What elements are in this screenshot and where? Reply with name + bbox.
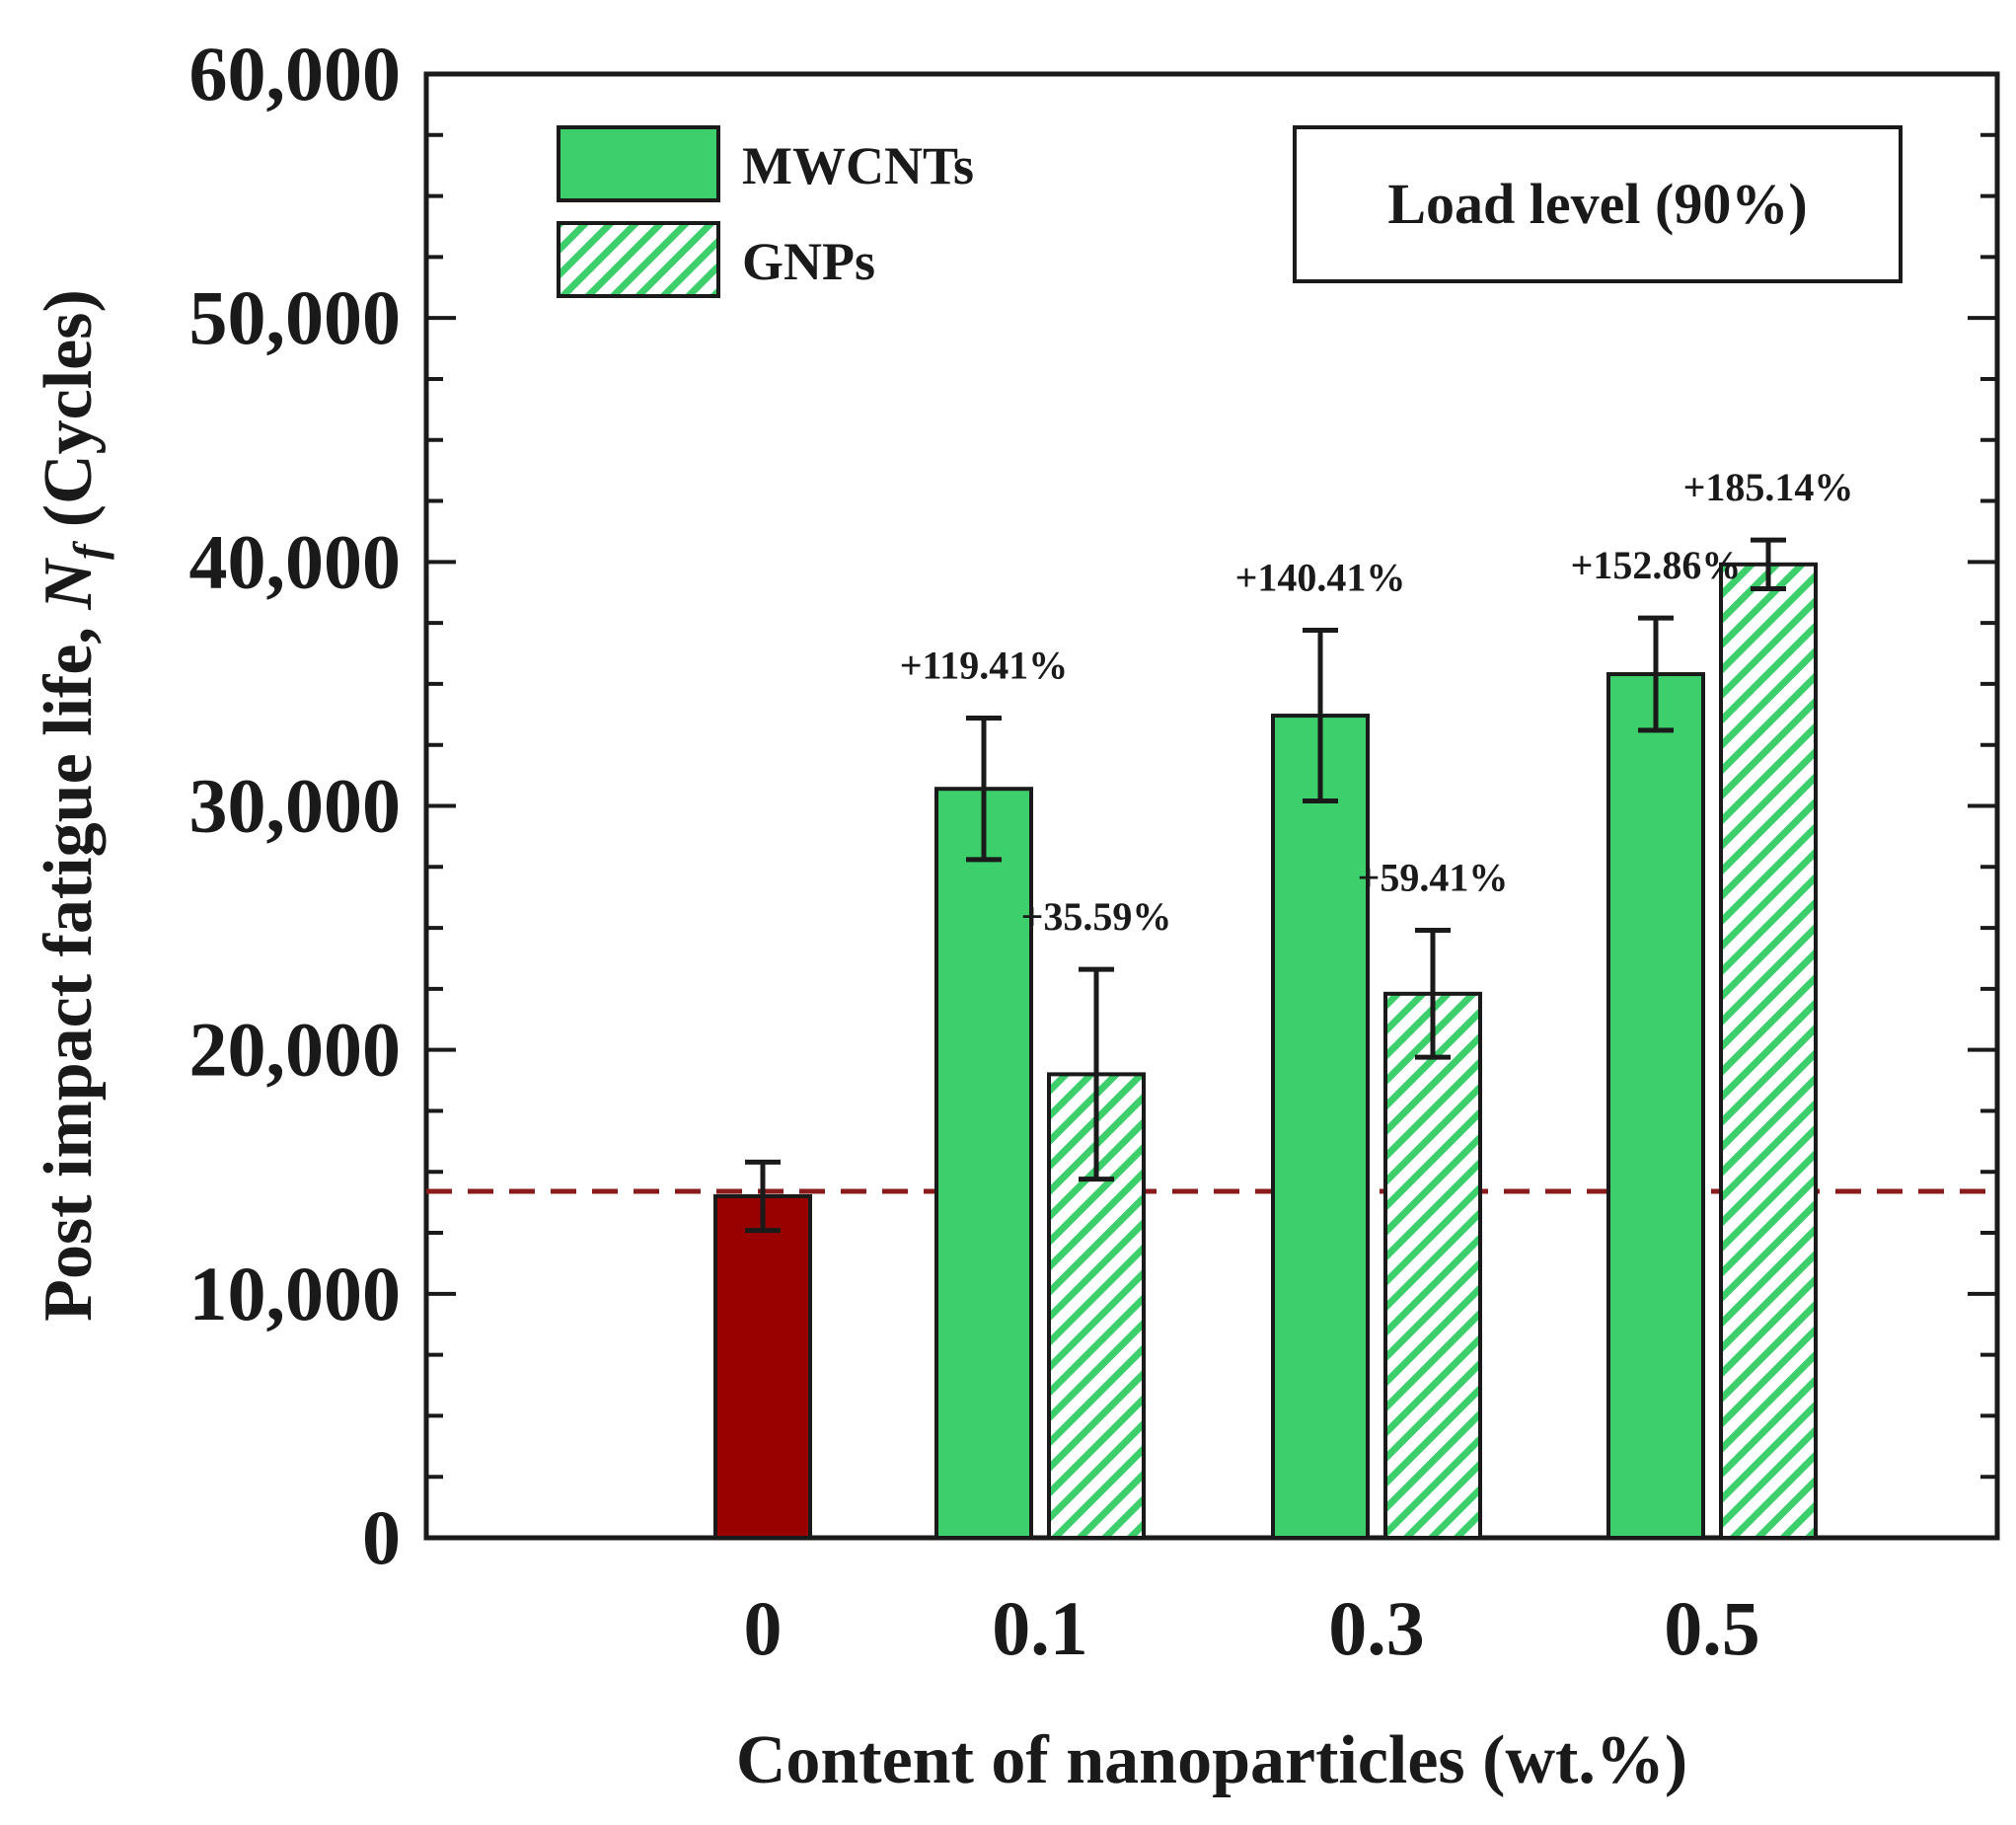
load-level-label: Load level (90%)	[1387, 172, 1807, 236]
bar-annotation-gnps: +59.41%	[1358, 856, 1509, 900]
y-axis-tick-labels: 0 10,000 20,000 30,000 40,000 50,000 60,000	[189, 31, 402, 1580]
legend-swatch-gnps	[557, 221, 720, 298]
y-tick-label: 40,000	[189, 518, 402, 604]
bar-annotation-mwcnts: +152.86%	[1571, 543, 1742, 587]
error-bars-layer	[745, 537, 1786, 1234]
x-tick-label: 0.3	[1328, 1585, 1425, 1671]
y-tick-label: 60,000	[189, 31, 402, 116]
bar-mwcnts	[1271, 714, 1370, 1540]
y-axis-title-symbol: N	[31, 558, 107, 611]
load-level-frame	[1293, 125, 1903, 283]
x-tick-label: 0	[744, 1585, 783, 1671]
legend-swatch-mwcnts	[557, 125, 720, 202]
y-tick-label: 0	[362, 1494, 401, 1580]
bar-gnps	[1719, 562, 1818, 1540]
y-tick-label: 50,000	[189, 274, 402, 360]
y-tick-label: 10,000	[189, 1251, 402, 1336]
bar-gnps	[1047, 1072, 1146, 1540]
annotations-layer: +119.41% +140.41% +152.86% +35.59% +59.41% +1…	[900, 465, 1854, 939]
bar-mwcnts	[934, 787, 1033, 1540]
x-tick-label: 0.5	[1664, 1585, 1760, 1671]
bar-neat-baseline	[713, 1193, 812, 1540]
bar-annotation-gnps: +185.14%	[1683, 465, 1854, 509]
y-axis-title-prefix: Post impact fatigue life,	[31, 610, 107, 1322]
bar-annotation-mwcnts: +119.41%	[900, 644, 1069, 688]
y-axis-title: Post impact fatigue life, Nf (Cycles)	[31, 289, 114, 1322]
y-tick-label: 30,000	[189, 763, 402, 849]
bar-gnps	[1383, 991, 1482, 1540]
bar-annotation-gnps: +35.59%	[1021, 894, 1172, 939]
legend: MWCNTs GNPs	[557, 125, 974, 298]
y-axis-ticks	[426, 72, 1997, 1540]
load-level-box: Load level (90%)	[1293, 125, 1903, 283]
y-axis-title-suffix: (Cycles)	[31, 289, 107, 545]
x-tick-label: 0.1	[992, 1585, 1088, 1671]
legend-label-mwcnts: MWCNTs	[742, 136, 974, 195]
bar-annotation-mwcnts: +140.41%	[1235, 556, 1406, 600]
bar-mwcnts	[1606, 672, 1705, 1540]
x-axis-tick-labels: 0 0.1 0.3 0.5	[744, 1585, 1760, 1671]
bars-layer	[713, 562, 1818, 1540]
legend-label-gnps: GNPs	[742, 232, 875, 291]
y-axis-title-subscript: f	[64, 540, 114, 560]
x-axis-title: Content of nanoparticles (wt.%)	[736, 1722, 1687, 1798]
y-tick-label: 20,000	[189, 1007, 402, 1093]
